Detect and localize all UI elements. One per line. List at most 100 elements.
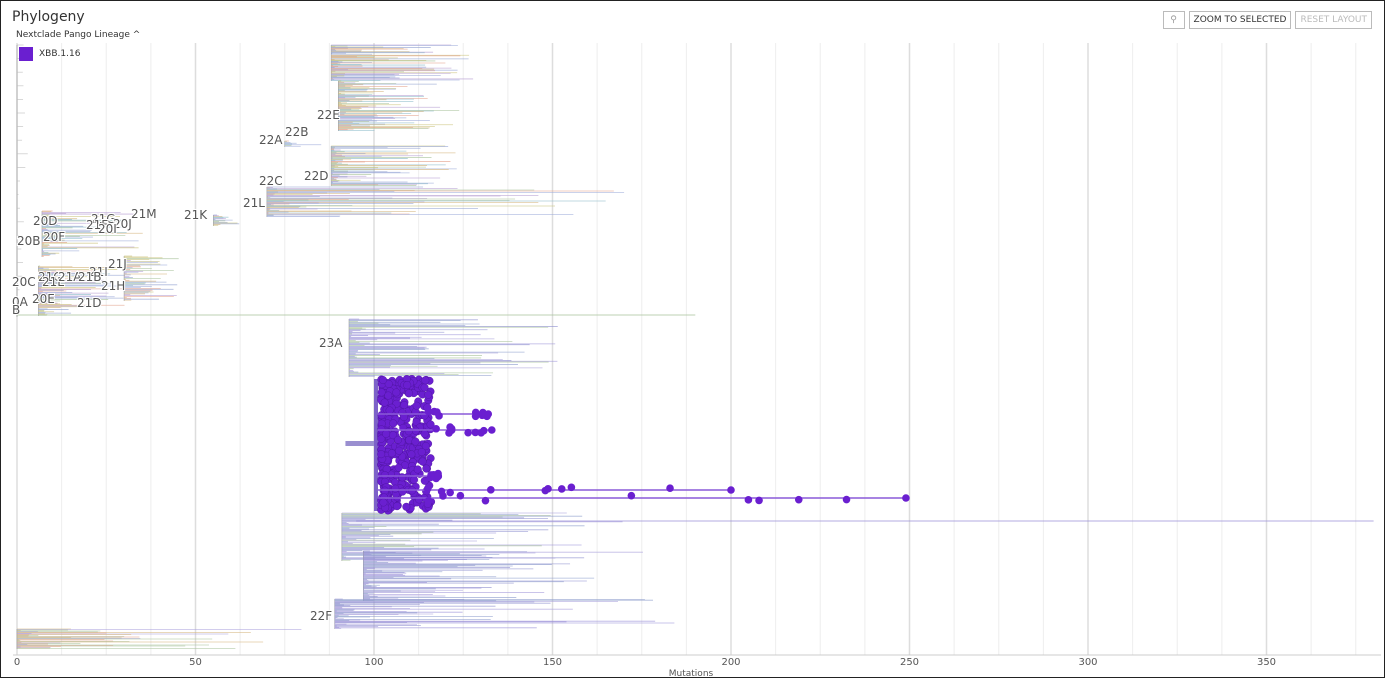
tip — [384, 391, 393, 400]
tip — [379, 376, 388, 385]
color-by-text: Nextclade Pango Lineage — [16, 30, 130, 40]
tip — [412, 401, 421, 410]
clade-label: B — [12, 303, 20, 317]
tip — [407, 450, 416, 459]
tip — [487, 486, 495, 494]
clade-label: 21K — [184, 208, 208, 222]
clade-label: 0A — [12, 295, 29, 309]
collapsed-branch — [345, 441, 374, 446]
tip — [446, 423, 454, 431]
tip — [377, 388, 386, 397]
clade-label: 20E — [32, 292, 55, 306]
clade-label: 22D — [304, 169, 329, 183]
tip — [744, 496, 753, 504]
clade-label: 20D — [33, 214, 58, 228]
tip — [380, 471, 389, 480]
tip — [404, 427, 413, 436]
clade-label: 21A — [58, 270, 82, 284]
clade-label: 21B — [78, 270, 102, 284]
tip — [385, 406, 394, 415]
tip — [424, 407, 433, 416]
x-tick-label: 150 — [543, 657, 562, 668]
tip — [424, 390, 433, 399]
tip — [439, 492, 447, 500]
clade-label: 20F — [43, 230, 65, 244]
tip — [446, 488, 454, 497]
tip — [421, 442, 430, 451]
legend-swatch[interactable] — [19, 47, 33, 61]
clade-label: 22A — [259, 133, 283, 147]
tip — [398, 487, 407, 496]
clade-label: 23A — [319, 336, 343, 350]
legend: XBB.1.16 — [19, 47, 80, 61]
tip — [377, 450, 386, 459]
x-tick-label: 350 — [1257, 657, 1276, 668]
clade-label: 21E — [42, 275, 65, 289]
x-tick-label: 50 — [189, 657, 202, 668]
tip — [464, 428, 472, 437]
clade-label: 20J — [113, 217, 132, 231]
zoom-icon[interactable]: ⚲ — [1162, 11, 1185, 29]
tip — [410, 475, 419, 484]
tip — [417, 448, 426, 457]
tip — [481, 496, 490, 505]
legend-label[interactable]: XBB.1.16 — [39, 49, 81, 59]
tip — [415, 495, 424, 504]
tip — [399, 413, 408, 422]
toolbar-button[interactable]: ZOOM TO SELECTED — [1188, 11, 1292, 29]
branches — [16, 44, 1374, 649]
clade-label: 21G — [91, 212, 116, 226]
tip — [666, 484, 674, 492]
x-tick-label: 250 — [900, 657, 919, 668]
tip — [380, 398, 389, 407]
clade-label: 21I — [89, 265, 108, 279]
tip — [413, 465, 422, 474]
tip — [421, 376, 430, 385]
tip — [405, 389, 414, 398]
tip — [842, 495, 851, 504]
tip — [434, 472, 443, 480]
tip — [382, 429, 391, 438]
clade-label: 22B — [285, 125, 309, 139]
clade-label: 20I — [98, 222, 117, 236]
xbb-tips — [377, 375, 910, 515]
tip — [422, 464, 431, 473]
tip — [420, 429, 429, 438]
x-axis-label: Mutations — [669, 669, 714, 677]
toolbar-button[interactable]: RESET LAYOUT — [1295, 11, 1372, 29]
color-by-label[interactable]: Nextclade Pango Lineage ^ — [16, 30, 141, 40]
tip — [727, 486, 735, 494]
tip — [557, 485, 566, 493]
tip — [544, 484, 552, 493]
clade-label: 21C — [38, 270, 62, 284]
tip — [384, 379, 393, 388]
tip — [424, 497, 433, 505]
clade-label: 22F — [310, 609, 332, 623]
tip — [420, 383, 429, 392]
tip — [393, 502, 402, 511]
clade-label: 21H — [101, 279, 125, 293]
tip — [394, 463, 403, 472]
tip — [488, 426, 496, 434]
tip — [445, 429, 453, 437]
tip — [391, 484, 400, 493]
x-tick-label: 300 — [1078, 657, 1097, 668]
tip — [456, 491, 465, 500]
tip — [389, 419, 398, 428]
tip — [567, 483, 576, 492]
clade-label: 21L — [243, 196, 265, 210]
x-tick-label: 100 — [364, 657, 383, 668]
clade-label: 20C — [12, 275, 36, 289]
tip — [902, 494, 910, 502]
x-tick-label: 200 — [721, 657, 740, 668]
tip — [471, 412, 480, 421]
tip — [387, 449, 396, 458]
tip — [418, 457, 427, 466]
tip — [471, 428, 480, 437]
tip — [377, 434, 386, 443]
clade-label: 21F — [86, 218, 108, 232]
tip — [627, 491, 636, 500]
tip — [484, 410, 493, 418]
tip — [392, 388, 401, 397]
